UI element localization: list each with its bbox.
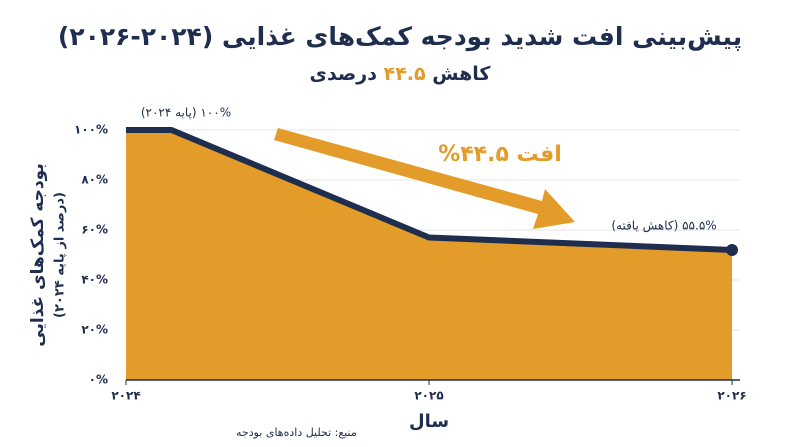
line	[126, 127, 733, 253]
y-tick-label: ۶۰%	[81, 223, 108, 237]
x-tick-label: ۲۰۲۶	[717, 389, 746, 403]
subtitle-part: کاهش	[426, 63, 492, 85]
x-tick-label: ۲۰۲۵	[414, 389, 443, 403]
y-axis-sublabel: (درصد از پایه ۲۰۲۴)	[53, 192, 68, 318]
area	[126, 130, 732, 380]
y-tick-label: ۲۰%	[81, 323, 108, 337]
trend-arrow	[274, 128, 575, 229]
y-axis-label: بودجه کمک‌های غذایی	[28, 163, 48, 346]
plot-area: ۰% ۲۰% ۴۰% ۶۰% ۸۰% ۱۰۰% ۲۰۲۴ ۲۰۲۵ ۲۰۲۶	[74, 123, 747, 403]
y-tick-label: ۸۰%	[81, 173, 108, 187]
annotation-drop: افت ۴۴.۵%	[438, 142, 562, 167]
x-tick-label: ۲۰۲۴	[111, 389, 140, 403]
source-note: منبع: تحلیل داده‌های بودجه	[236, 426, 357, 439]
subtitle-part: درصدی	[310, 63, 384, 85]
y-tick-label: ۴۰%	[81, 273, 108, 287]
y-tick-label: ۱۰۰%	[74, 123, 108, 137]
annotation: ۵۵.۵% (کاهش یافته)	[611, 219, 716, 234]
chart-subtitle: کاهش ۴۴.۵ درصدی	[310, 63, 492, 85]
chart-title: پیش‌بینی افت شدید بودجه کمک‌های غذایی (۲…	[58, 22, 742, 52]
end-point	[726, 244, 738, 256]
annotation: ۱۰۰% (پایه ۲۰۲۴)	[141, 106, 231, 120]
x-axis-label: سال	[409, 411, 449, 432]
y-tick-label: ۰%	[89, 373, 108, 387]
subtitle-highlight: ۴۴.۵	[384, 63, 426, 85]
